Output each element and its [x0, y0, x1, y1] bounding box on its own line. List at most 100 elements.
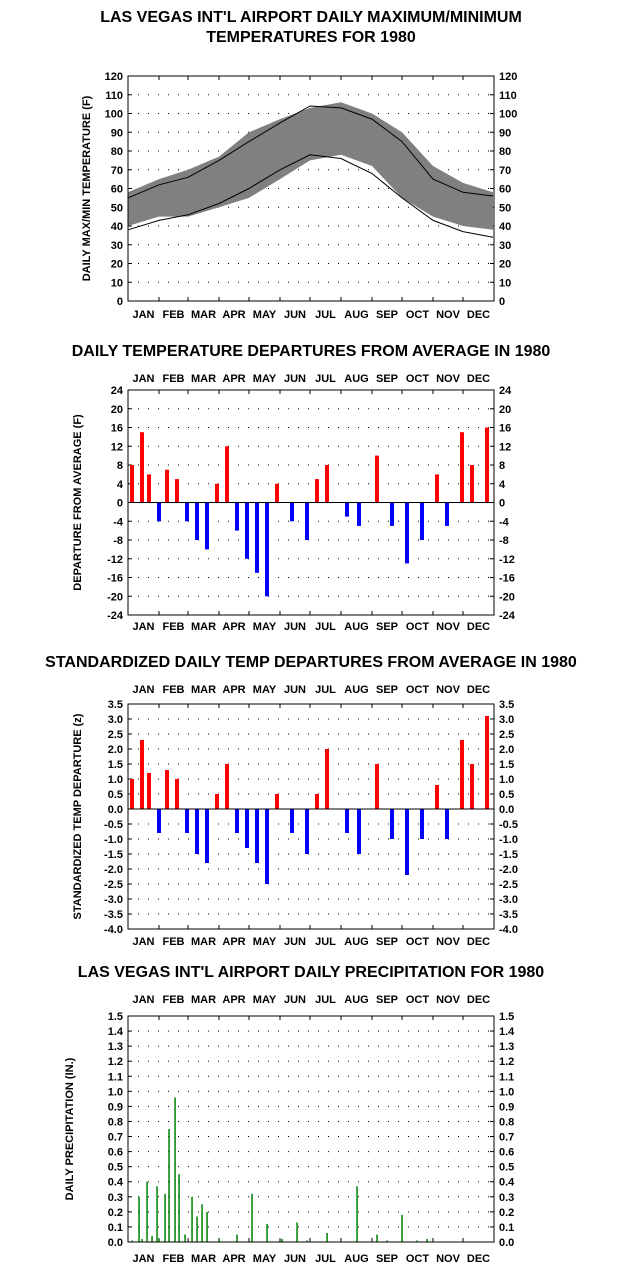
y-axis-label: DAILY PRECIPITATION (IN.)	[64, 1057, 76, 1200]
bar-mark	[357, 809, 361, 854]
month-label-bottom-OCT: OCT	[406, 1253, 430, 1265]
month-label-bottom-APR: APR	[222, 621, 245, 633]
y-tick-left--4: -4	[113, 516, 124, 528]
y-tick-right-1.2: 1.2	[499, 1056, 514, 1068]
bar-mark	[195, 502, 199, 540]
bar-mark	[375, 764, 379, 809]
y-tick-left-1.4: 1.4	[108, 1026, 124, 1038]
month-label-bottom-SEP: SEP	[376, 1253, 398, 1265]
y-tick-left-60: 60	[111, 184, 123, 196]
bar-mark	[245, 809, 249, 848]
y-tick-left-0.5: 0.5	[108, 1162, 123, 1174]
month-label-top-SEP: SEP	[376, 994, 398, 1006]
bar-mark	[390, 502, 394, 526]
month-label-bottom-OCT: OCT	[406, 936, 430, 948]
month-label-top-JUL: JUL	[315, 994, 336, 1006]
month-label-bottom-MAR: MAR	[191, 1253, 216, 1265]
bar-mark	[345, 502, 349, 517]
y-tick-left-0.5: 0.5	[108, 789, 123, 801]
y-tick-right-1.5: 1.5	[499, 759, 514, 771]
y-tick-right-0.2: 0.2	[499, 1207, 514, 1219]
y-tick-right-50: 50	[499, 202, 511, 214]
bar-mark	[290, 809, 294, 833]
month-label-top-MAY: MAY	[253, 994, 277, 1006]
month-label-bottom-AUG: AUG	[344, 936, 368, 948]
bar-mark	[215, 794, 219, 809]
month-label-bottom-JUL: JUL	[315, 1253, 336, 1265]
y-tick-right-3.5: 3.5	[499, 699, 514, 711]
bar-mark	[130, 465, 134, 503]
month-label-bottom-OCT: OCT	[406, 309, 430, 321]
month-label-bottom-NOV: NOV	[436, 936, 461, 948]
y-tick-right-0: 0	[499, 296, 505, 308]
month-label-bottom-MAY: MAY	[253, 936, 277, 948]
bar-mark	[460, 432, 464, 503]
y-tick-right--1.5: -1.5	[499, 849, 518, 861]
month-label-top-OCT: OCT	[406, 684, 430, 696]
bar-mark	[306, 1240, 308, 1242]
bar-mark	[275, 794, 279, 809]
y-tick-right-0.0: 0.0	[499, 804, 514, 816]
bar-mark	[165, 469, 169, 503]
month-label-top-JAN: JAN	[132, 994, 154, 1006]
plot-frame	[127, 389, 495, 616]
bar-mark	[147, 773, 151, 809]
month-label-top-SEP: SEP	[376, 684, 398, 696]
y-tick-left--16: -16	[107, 573, 123, 585]
y-tick-left-0.1: 0.1	[108, 1222, 123, 1234]
bar-mark	[245, 502, 249, 559]
bar-mark	[174, 1097, 176, 1242]
y-tick-right-120: 120	[499, 71, 517, 83]
month-label-bottom-JUL: JUL	[315, 936, 336, 948]
month-label-bottom-APR: APR	[222, 1253, 245, 1265]
bar-mark	[416, 1240, 418, 1242]
month-label-top-DEC: DEC	[467, 994, 490, 1006]
y-tick-left-1.2: 1.2	[108, 1056, 123, 1068]
chart-1-max-min-temperatures: 0 0 10 10 20 20 30 30 40 40 50 50 60 60 70 70 80 80 90 90 10…	[81, 71, 517, 321]
y-tick-right-2.5: 2.5	[499, 729, 514, 741]
y-tick-left--2.0: -2.0	[104, 864, 123, 876]
y-tick-right--20: -20	[499, 591, 515, 603]
bar-mark	[345, 809, 349, 833]
bar-mark	[290, 502, 294, 522]
bar-mark	[131, 1240, 133, 1242]
bar-mark	[175, 479, 179, 503]
bar-mark	[175, 779, 179, 809]
month-label-bottom-AUG: AUG	[344, 309, 368, 321]
y-tick-right--2.5: -2.5	[499, 879, 518, 891]
y-tick-right-0.0: 0.0	[499, 1237, 514, 1249]
bar-mark	[405, 809, 409, 875]
y-tick-right-60: 60	[499, 184, 511, 196]
month-label-bottom-DEC: DEC	[467, 621, 490, 633]
bar-mark	[205, 809, 209, 863]
y-tick-left-4: 4	[117, 479, 124, 491]
bar-mark	[356, 1186, 358, 1242]
month-label-bottom-SEP: SEP	[376, 936, 398, 948]
bar-mark	[138, 1196, 140, 1242]
temperature-band	[128, 102, 493, 230]
month-label-top-AUG: AUG	[344, 994, 368, 1006]
y-tick-right--3.5: -3.5	[499, 909, 518, 921]
bar-mark	[390, 809, 394, 839]
bar-mark	[296, 1222, 298, 1242]
bar-mark	[140, 432, 144, 503]
y-tick-left-8: 8	[117, 460, 123, 472]
month-label-top-NOV: NOV	[436, 373, 461, 385]
y-tick-right-1.3: 1.3	[499, 1041, 514, 1053]
bar-mark	[130, 779, 134, 809]
y-tick-left-3.5: 3.5	[108, 699, 123, 711]
month-label-bottom-JUN: JUN	[284, 309, 306, 321]
bar-mark	[420, 502, 424, 540]
y-tick-right--0.5: -0.5	[499, 819, 518, 831]
bar-mark	[281, 1239, 283, 1242]
bar-mark	[460, 740, 464, 809]
bar-mark	[315, 794, 319, 809]
month-label-top-DEC: DEC	[467, 684, 490, 696]
y-tick-left-1.5: 1.5	[108, 759, 123, 771]
chart-1-title-line-1: LAS VEGAS INT'L AIRPORT DAILY MAXIMUM/MI…	[100, 9, 522, 26]
bar-mark	[470, 465, 474, 503]
bar-mark	[375, 455, 379, 503]
y-tick-right-1.1: 1.1	[499, 1071, 514, 1083]
bar-mark	[326, 1233, 328, 1242]
y-tick-right-3.0: 3.0	[499, 714, 514, 726]
